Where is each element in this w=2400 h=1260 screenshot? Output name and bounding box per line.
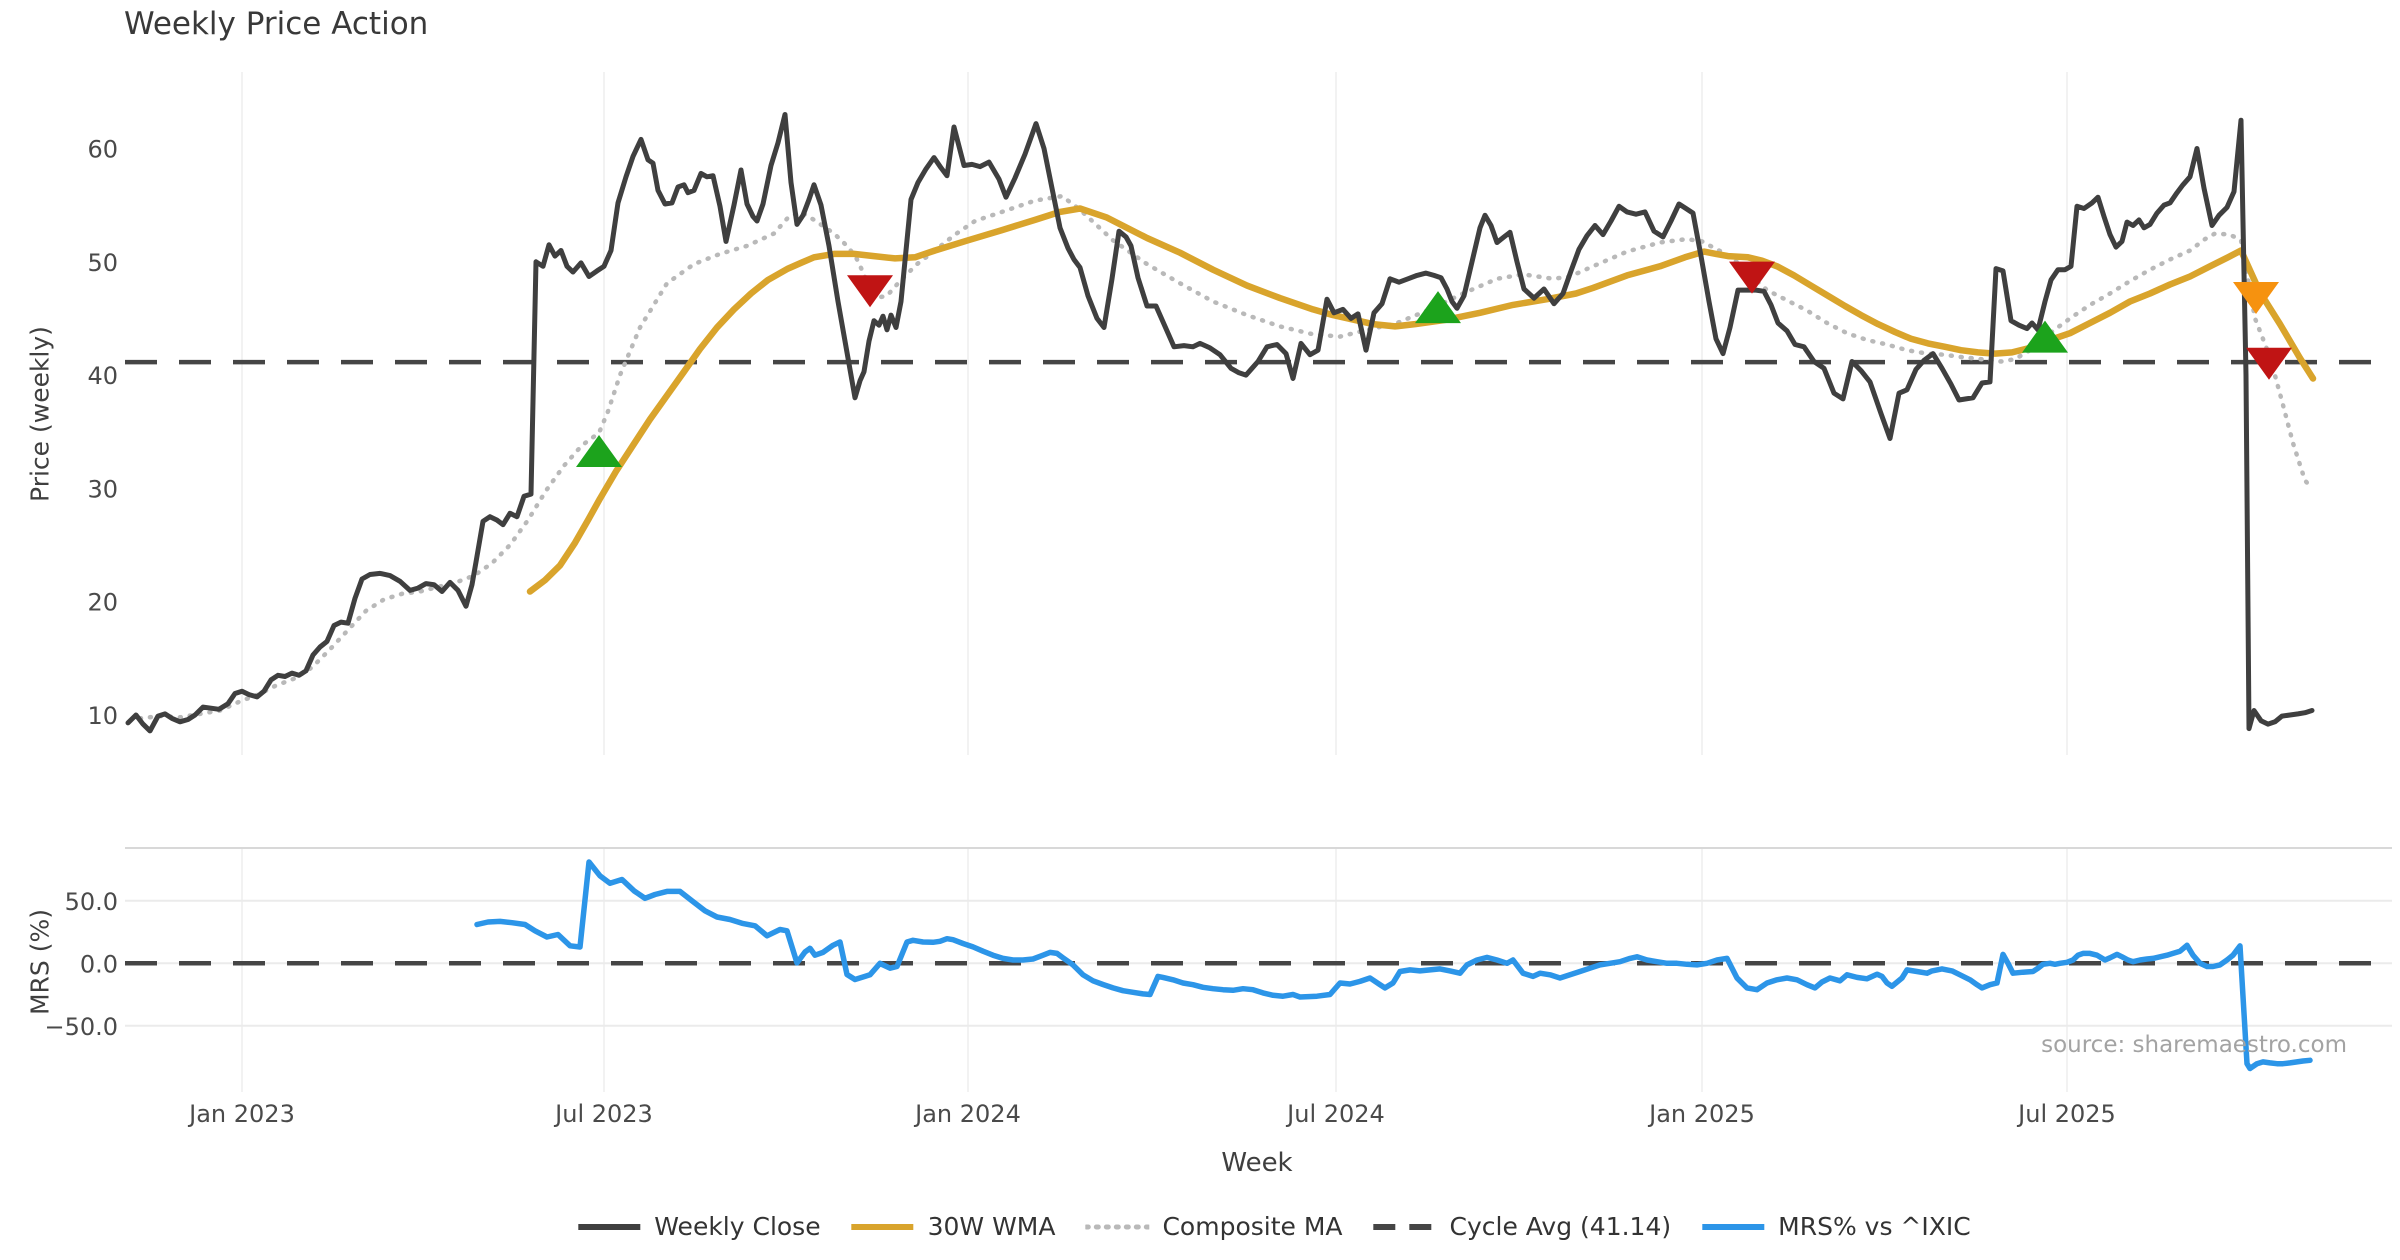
legend-item-cycle: Cycle Avg (41.14) [1373,1212,1672,1241]
legend-label: Cycle Avg (41.14) [1449,1212,1672,1241]
caution-signal-marker [2233,282,2279,315]
legend-label: MRS% vs ^IXIC [1778,1212,1971,1241]
price-tick-label: 20 [87,589,118,617]
x-tick-label: Jul 2023 [553,1100,653,1128]
buy-signal-marker [1415,291,1461,324]
legend-swatch-wma [851,1223,914,1230]
chart-legend: Weekly Close 30W WMA Composite MA Cycle Avg… [577,1212,1971,1241]
mrs-line [474,859,2313,1072]
legend-item-mrs: MRS% vs ^IXIC [1701,1212,1971,1241]
x-tick-label: Jan 2025 [1647,1100,1755,1128]
wma-line [526,205,2317,595]
legend-swatch-composite [1085,1224,1150,1229]
mrs-tick-label: −50.0 [44,1013,118,1041]
sell-signal-marker [1729,261,1775,294]
buy-signal-marker [2022,320,2068,353]
price-tick-label: 50 [87,249,118,277]
x-tick-label: Jul 2024 [1285,1100,1385,1128]
legend-swatch-cycle [1373,1223,1436,1230]
sell-signal-marker [847,275,893,308]
buy-signal-marker [576,435,622,468]
legend-label: 30W WMA [927,1212,1056,1241]
legend-item-composite: Composite MA [1085,1212,1343,1241]
mrs-tick-label: 50.0 [65,888,118,916]
price-tick-label: 40 [87,362,118,390]
weekly-close-line [125,112,2315,734]
x-tick-label: Jan 2024 [913,1100,1021,1128]
source-watermark: source: sharemaestro.com [2041,1032,2347,1058]
legend-item-close: Weekly Close [577,1212,821,1241]
x-axis-label: Week [1221,1148,1293,1178]
legend-label: Composite MA [1162,1212,1343,1241]
chart-title: Weekly Price Action [124,6,429,42]
sell-signal-marker [2246,347,2292,380]
legend-label: Weekly Close [654,1212,821,1241]
price-axis-label: Price (weekly) [25,326,55,502]
legend-swatch-close [578,1223,641,1230]
price-tick-label: 60 [87,136,118,164]
x-tick-label: Jul 2025 [2016,1100,2116,1128]
price-tick-label: 10 [87,702,118,730]
price-tick-label: 30 [87,475,118,503]
x-tick-label: Jan 2023 [187,1100,295,1128]
legend-item-wma: 30W WMA [851,1212,1056,1241]
legend-swatch-mrs [1702,1223,1765,1230]
mrs-axis-label: MRS (%) [25,908,55,1016]
mrs-tick-label: 0.0 [80,950,118,978]
